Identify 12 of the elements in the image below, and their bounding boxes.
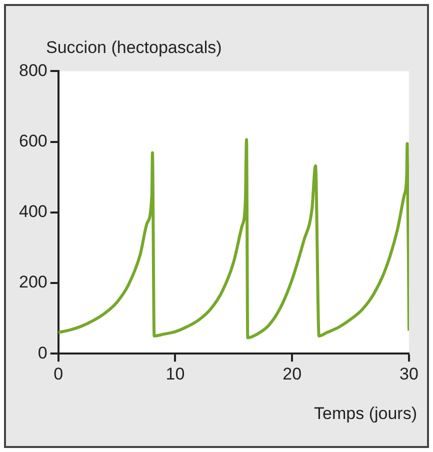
y-axis-title: Succion (hectopascals) xyxy=(46,38,222,58)
y-tick-label: 400 xyxy=(18,202,48,222)
x-tick-label: 20 xyxy=(282,364,302,384)
y-tick-label: 200 xyxy=(18,272,48,292)
y-tick-label: 600 xyxy=(18,131,48,150)
x-tick-label: 0 xyxy=(54,364,64,384)
x-axis-title: Temps (jours) xyxy=(314,404,417,424)
y-tick-label: 0 xyxy=(38,343,48,362)
x-tick-label: 10 xyxy=(166,364,185,384)
line-series xyxy=(58,138,409,340)
y-tick-label: 800 xyxy=(18,60,48,80)
x-tick-label: 30 xyxy=(400,364,418,384)
